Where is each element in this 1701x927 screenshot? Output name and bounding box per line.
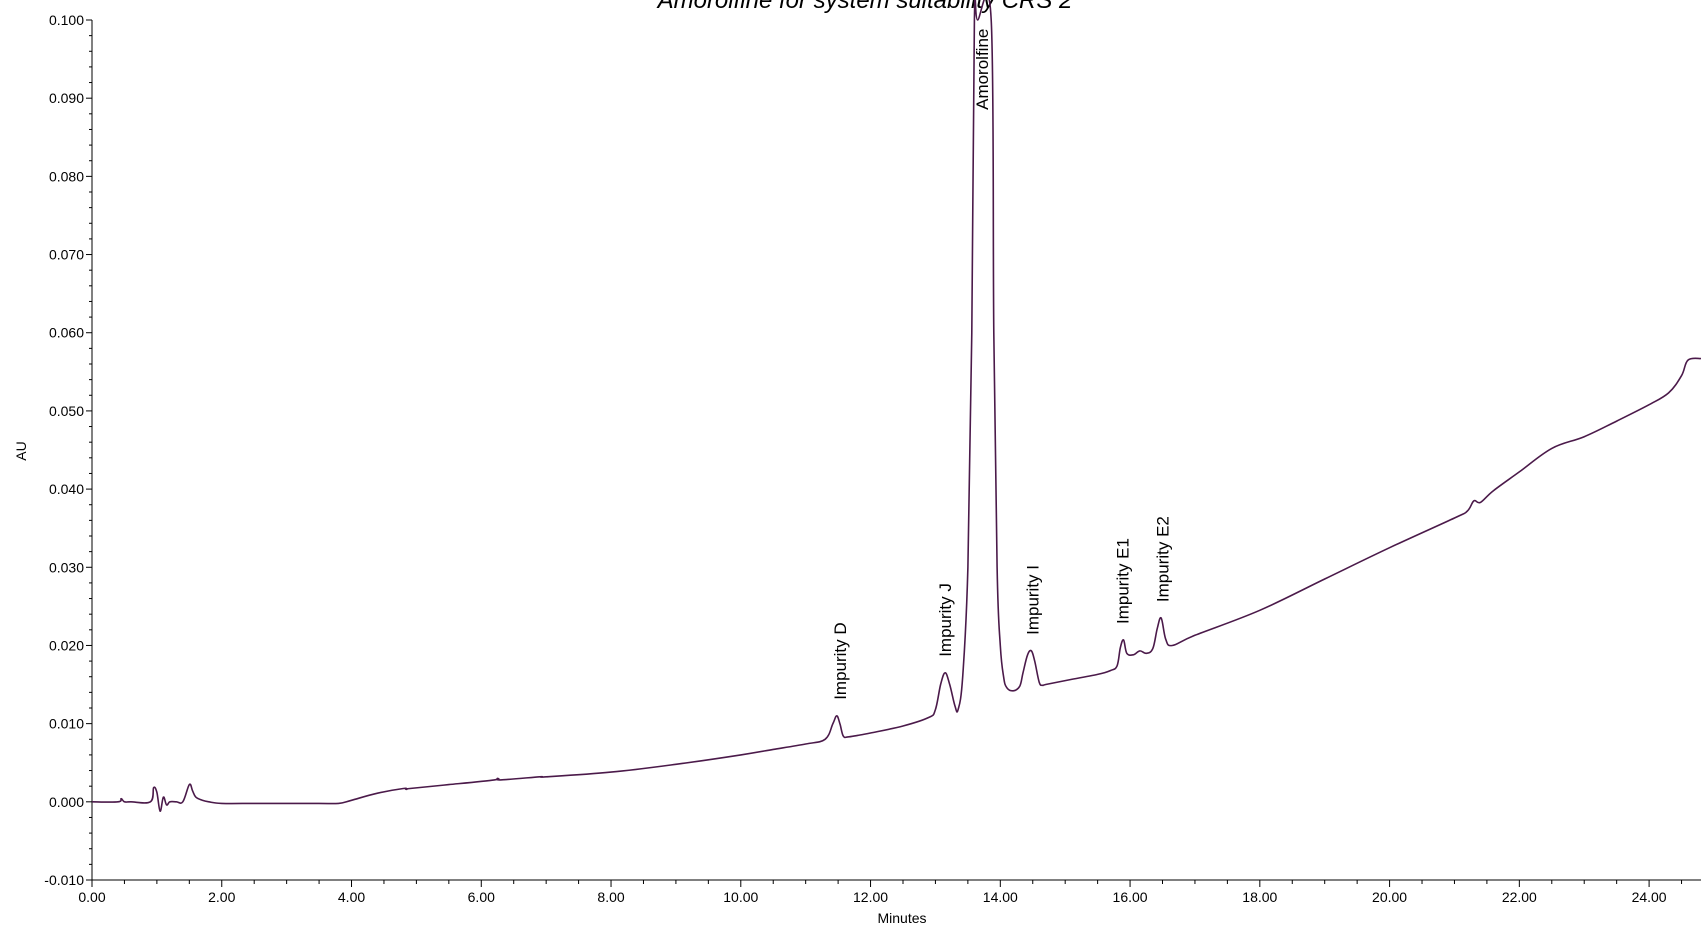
x-tick-label: 4.00 [338,889,365,905]
y-tick-label: 0.010 [49,716,84,732]
x-tick-label: 12.00 [853,889,888,905]
plot-area [91,0,1701,813]
x-tick-label: 8.00 [597,889,624,905]
x-tick-label: 18.00 [1242,889,1277,905]
x-tick-label: 24.00 [1632,889,1667,905]
y-tick-label: 0.100 [49,12,84,28]
x-tick-label: 14.00 [983,889,1018,905]
axes: -0.010 0.000 0.010 0.020 0.030 0.040 0.050 0.06… [44,12,1701,905]
y-tick-label: 0.050 [49,403,84,419]
peak-label: Amorolfine [973,29,992,110]
x-tick-label: 0.00 [78,889,105,905]
x-tick-label: 16.00 [1113,889,1148,905]
y-tick-label: 0.000 [49,794,84,810]
peak-label: Impurity I [1024,565,1043,635]
chart-title: Amorolfine for system suitability CRS 2 [656,0,1073,14]
y-tick-label: 0.060 [49,325,84,341]
peak-label: Impurity D [831,622,850,699]
y-tick-label: -0.010 [44,872,84,888]
x-tick-label: 2.00 [208,889,235,905]
x-tick-label: 20.00 [1372,889,1407,905]
peak-label: Impurity J [936,583,955,657]
y-tick-label: 0.030 [49,559,84,575]
y-axis-title: AU [13,441,29,460]
x-tick-label: 10.00 [723,889,758,905]
peak-label: Impurity E1 [1113,538,1132,624]
peak-labels: Impurity D Impurity J Amorolfine Impurity I… [831,29,1172,700]
y-tick-label: 0.090 [49,90,84,106]
chromatogram-trace [91,0,1701,813]
y-tick-label: 0.080 [49,168,84,184]
peak-label: Impurity E2 [1154,516,1173,602]
x-tick-label: 22.00 [1502,889,1537,905]
y-tick-label: 0.020 [49,637,84,653]
x-tick-label: 6.00 [468,889,495,905]
x-axis-title: Minutes [877,910,926,926]
y-tick-label: 0.070 [49,247,84,263]
y-tick-label: 0.040 [49,481,84,497]
